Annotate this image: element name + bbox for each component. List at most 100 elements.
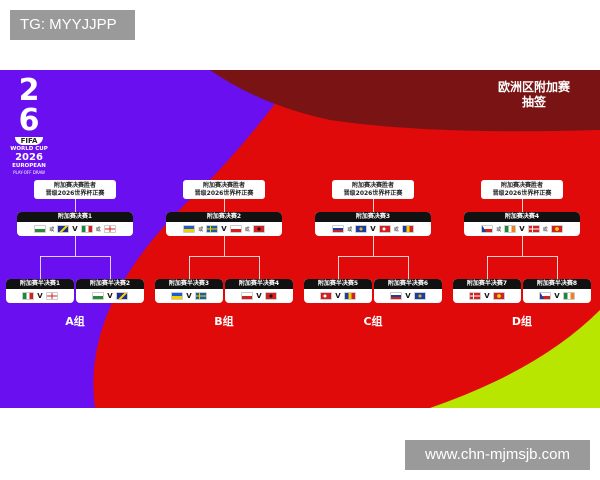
semi-final-card[interactable]: 附加赛半决赛6 V — [374, 279, 442, 303]
italy-flag — [80, 225, 93, 233]
slovakia-flag — [332, 225, 345, 233]
vs-label: V — [186, 292, 192, 300]
winner-line2: 晋级2026世界杯正赛 — [45, 190, 105, 197]
vs-label: V — [72, 225, 78, 233]
watermark-top: TG: MYYJJPP — [10, 10, 135, 40]
ukraine-flag — [183, 225, 196, 233]
semi-final-title: 附加赛半决赛1 — [6, 279, 74, 289]
semi-final-card[interactable]: 附加赛半决赛3 V — [155, 279, 223, 303]
ireland-flag — [504, 225, 517, 233]
playoff-draw-banner: 26 FIFA WORLD CUP 2026 EUROPEAN PLAY-OFF… — [0, 70, 600, 408]
group-label: D组 — [511, 315, 533, 328]
vs-label: V — [256, 292, 262, 300]
vs-label: V — [405, 292, 411, 300]
semi-final-card[interactable]: 附加赛半决赛2 V — [76, 279, 144, 303]
world-cup-logo: 26 FIFA WORLD CUP 2026 EUROPEAN PLAY-OFF… — [8, 76, 50, 176]
semi-final-title: 附加赛半决赛2 — [76, 279, 144, 289]
final-title: 附加赛决赛4 — [464, 212, 580, 222]
turkey-flag — [320, 292, 333, 300]
semi-final-title: 附加赛半决赛7 — [453, 279, 521, 289]
denmark-flag — [527, 225, 540, 233]
semi-final-card[interactable]: 附加赛半决赛1 V — [6, 279, 74, 303]
czechia-flag — [539, 292, 552, 300]
logo-number: 26 — [18, 73, 40, 138]
logo-year: 2026 — [15, 152, 43, 163]
semi-final-title: 附加赛半决赛5 — [304, 279, 372, 289]
final-title: 附加赛决赛2 — [166, 212, 282, 222]
semi-final-teams: V — [453, 289, 521, 303]
connector-line — [408, 256, 409, 280]
or-label: 或 — [393, 226, 399, 233]
connector-line — [522, 236, 523, 256]
connector-line — [110, 256, 111, 280]
title-line2: 抽签 — [521, 95, 546, 109]
final-match-card[interactable]: 附加赛决赛2 或 V 或 — [166, 212, 282, 236]
connector-line — [189, 256, 190, 280]
or-label: 或 — [95, 226, 101, 233]
winner-line2: 晋级2026世界杯正赛 — [492, 190, 552, 197]
connector-line — [373, 236, 374, 256]
vs-label: V — [554, 292, 560, 300]
vs-label: V — [221, 225, 227, 233]
bosnia-flag — [115, 292, 128, 300]
north-macedonia-flag — [492, 292, 505, 300]
title-line1: 欧洲区附加赛 — [497, 80, 570, 94]
connector-line — [487, 256, 488, 280]
semi-final-card[interactable]: 附加赛半决赛7 V — [453, 279, 521, 303]
group-label: B组 — [214, 315, 234, 328]
semi-final-title: 附加赛半决赛3 — [155, 279, 223, 289]
semi-final-card[interactable]: 附加赛半决赛8 V — [523, 279, 591, 303]
final-match-card[interactable]: 附加赛决赛4 或 V 或 — [464, 212, 580, 236]
sweden-flag — [194, 292, 207, 300]
semi-final-teams: V — [374, 289, 442, 303]
turkey-flag — [378, 225, 391, 233]
vs-label: V — [335, 292, 341, 300]
wales-flag — [34, 225, 47, 233]
semi-final-title: 附加赛半决赛8 — [523, 279, 591, 289]
background-shapes — [0, 70, 600, 408]
winner-box: 附加赛决赛胜者 晋级2026世界杯正赛 — [481, 180, 563, 199]
winner-box: 附加赛决赛胜者 晋级2026世界杯正赛 — [183, 180, 265, 199]
ireland-flag — [562, 292, 575, 300]
italy-flag — [22, 292, 35, 300]
semi-final-card[interactable]: 附加赛半决赛5 V — [304, 279, 372, 303]
or-label: 或 — [542, 226, 548, 233]
connector-line — [487, 256, 557, 257]
final-match-card[interactable]: 附加赛决赛1 或 V 或 — [17, 212, 133, 236]
or-label: 或 — [198, 226, 204, 233]
semi-final-title: 附加赛半决赛4 — [225, 279, 293, 289]
final-match-card[interactable]: 附加赛决赛3 或 V 或 — [315, 212, 431, 236]
group-label: C组 — [363, 315, 383, 328]
connector-line — [373, 199, 374, 212]
connector-line — [259, 256, 260, 280]
winner-line1: 附加赛决赛胜者 — [351, 182, 394, 189]
czechia-flag — [481, 225, 494, 233]
or-label: 或 — [347, 226, 353, 233]
semi-final-card[interactable]: 附加赛半决赛4 V — [225, 279, 293, 303]
watermark-bottom: www.chn-mjmsjb.com — [405, 440, 590, 470]
winner-line1: 附加赛决赛胜者 — [202, 182, 245, 189]
winner-line2: 晋级2026世界杯正赛 — [194, 190, 254, 197]
poland-flag — [241, 292, 254, 300]
north-macedonia-flag — [550, 225, 563, 233]
winner-line1: 附加赛决赛胜者 — [53, 182, 96, 189]
group-label: A组 — [65, 315, 85, 328]
albania-flag — [264, 292, 277, 300]
semi-final-teams: V — [155, 289, 223, 303]
northern-ireland-flag — [45, 292, 58, 300]
poland-flag — [229, 225, 242, 233]
sweden-flag — [206, 225, 219, 233]
winner-line1: 附加赛决赛胜者 — [500, 182, 543, 189]
albania-flag — [252, 225, 265, 233]
semi-final-title: 附加赛半决赛6 — [374, 279, 442, 289]
semi-final-teams: V — [225, 289, 293, 303]
semi-final-teams: V — [523, 289, 591, 303]
winner-box: 附加赛决赛胜者 晋级2026世界杯正赛 — [34, 180, 116, 199]
winner-box: 附加赛决赛胜者 晋级2026世界杯正赛 — [332, 180, 414, 199]
ukraine-flag — [171, 292, 184, 300]
northern-ireland-flag — [103, 225, 116, 233]
